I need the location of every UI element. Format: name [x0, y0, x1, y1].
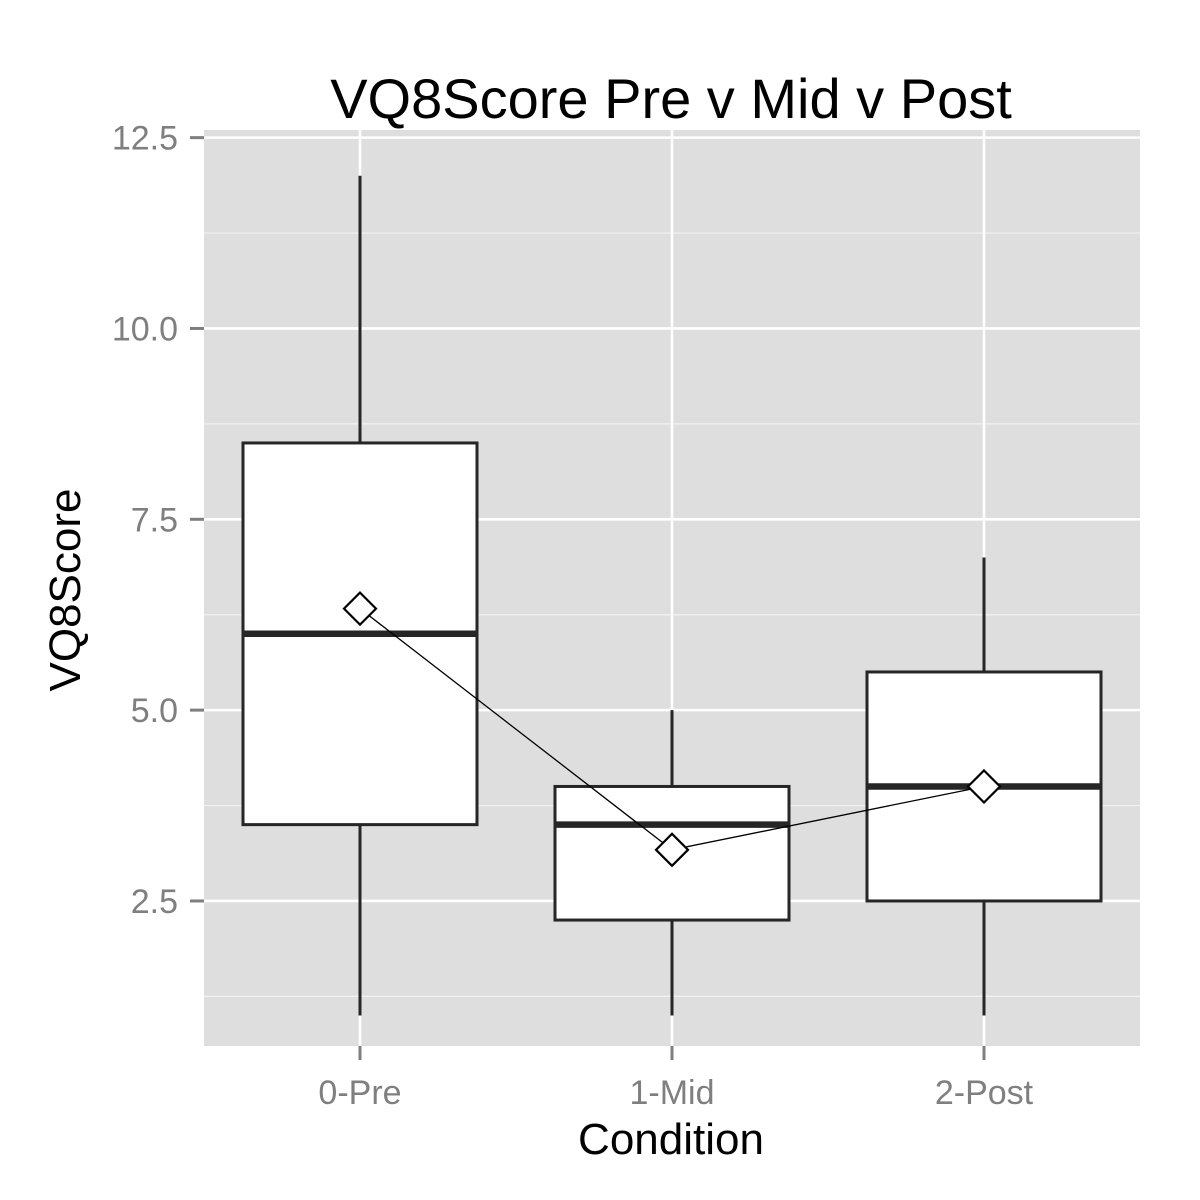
- x-tick-label: 0-Pre: [318, 1074, 401, 1112]
- x-tick-label: 1-Mid: [629, 1074, 714, 1112]
- x-tick-label: 2-Post: [935, 1074, 1034, 1112]
- mean-point: [342, 591, 378, 627]
- x-axis-title: Condition: [578, 1115, 764, 1164]
- mean-point: [966, 768, 1002, 805]
- y-tick-label: 7.5: [131, 501, 178, 539]
- mean-layer: [342, 591, 1002, 868]
- chart-title: VQ8Score Pre v Mid v Post: [330, 67, 1012, 130]
- box-2-post: [865, 557, 1103, 1016]
- y-axis-title: VQ8Score: [41, 489, 90, 692]
- y-tick-label: 10.0: [112, 310, 178, 348]
- mean-point: [654, 832, 690, 868]
- y-axis: 2.5 5.0 7.5 10.0 12.5: [112, 120, 204, 921]
- y-tick-label: 12.5: [112, 120, 178, 158]
- y-tick-label: 5.0: [131, 692, 178, 730]
- y-tick-label: 2.5: [131, 883, 178, 921]
- boxes-layer: [241, 175, 1103, 1016]
- x-axis: 0-Pre 1-Mid 2-Post: [318, 1046, 1034, 1112]
- box-0-pre: [241, 175, 479, 1016]
